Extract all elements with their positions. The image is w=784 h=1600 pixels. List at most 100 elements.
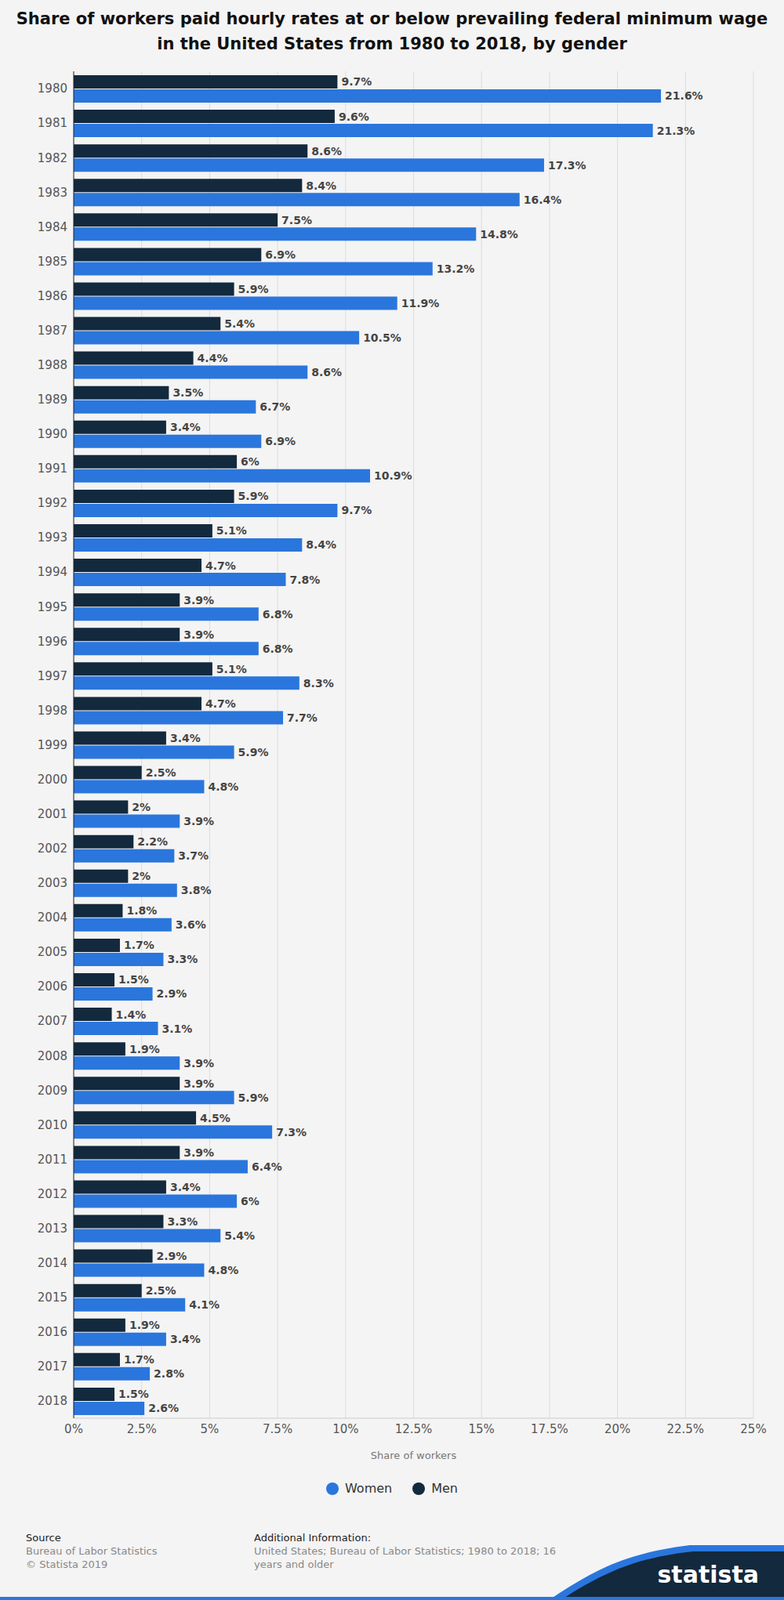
- svg-text:11.9%: 11.9%: [401, 297, 440, 310]
- svg-text:8.3%: 8.3%: [303, 677, 334, 690]
- svg-text:7.3%: 7.3%: [275, 1126, 307, 1140]
- svg-text:2004: 2004: [37, 911, 68, 926]
- svg-text:1992: 1992: [37, 496, 68, 511]
- svg-text:2008: 2008: [37, 1049, 68, 1064]
- svg-text:3.1%: 3.1%: [162, 1023, 193, 1036]
- svg-text:8.6%: 8.6%: [311, 145, 342, 158]
- svg-text:7.8%: 7.8%: [290, 573, 321, 587]
- svg-text:4.5%: 4.5%: [199, 1112, 231, 1126]
- svg-text:3.9%: 3.9%: [183, 1146, 215, 1160]
- svg-text:3.3%: 3.3%: [166, 1215, 198, 1229]
- svg-text:1.7%: 1.7%: [123, 1353, 155, 1367]
- svg-text:4.7%: 4.7%: [205, 697, 236, 711]
- svg-text:1.4%: 1.4%: [116, 1009, 147, 1022]
- svg-text:7.7%: 7.7%: [286, 711, 318, 725]
- svg-text:2%: 2%: [131, 801, 151, 814]
- svg-text:1989: 1989: [37, 392, 68, 407]
- svg-text:6.7%: 6.7%: [259, 400, 291, 414]
- svg-text:1990: 1990: [37, 427, 68, 442]
- svg-text:2.9%: 2.9%: [156, 987, 188, 1001]
- svg-text:1.7%: 1.7%: [123, 939, 155, 952]
- svg-text:5.1%: 5.1%: [216, 663, 247, 676]
- svg-text:5.9%: 5.9%: [238, 283, 269, 296]
- svg-text:3.5%: 3.5%: [172, 386, 204, 400]
- svg-text:8.4%: 8.4%: [305, 179, 337, 193]
- svg-text:5.4%: 5.4%: [224, 1230, 255, 1243]
- svg-text:6.9%: 6.9%: [264, 248, 296, 262]
- svg-text:4.4%: 4.4%: [197, 352, 229, 365]
- svg-text:3.4%: 3.4%: [170, 1181, 201, 1195]
- svg-text:1998: 1998: [37, 704, 68, 719]
- svg-text:0%: 0%: [64, 1422, 84, 1438]
- svg-text:5.9%: 5.9%: [238, 746, 269, 759]
- svg-text:6.8%: 6.8%: [262, 642, 294, 656]
- svg-text:20%: 20%: [604, 1422, 631, 1438]
- svg-text:2012: 2012: [37, 1187, 68, 1202]
- svg-text:Share of workers: Share of workers: [370, 1450, 458, 1463]
- svg-text:1993: 1993: [37, 530, 68, 545]
- svg-text:1.9%: 1.9%: [129, 1319, 160, 1333]
- svg-text:22.5%: 22.5%: [666, 1422, 705, 1438]
- svg-text:3.9%: 3.9%: [183, 815, 215, 828]
- svg-text:2.9%: 2.9%: [156, 1250, 188, 1264]
- svg-text:15%: 15%: [468, 1422, 495, 1438]
- svg-text:3.9%: 3.9%: [183, 1057, 215, 1071]
- svg-text:2%: 2%: [131, 870, 151, 883]
- svg-text:1.5%: 1.5%: [118, 973, 149, 987]
- svg-text:9.6%: 9.6%: [338, 110, 370, 124]
- svg-text:3.9%: 3.9%: [183, 628, 215, 642]
- svg-text:3.8%: 3.8%: [181, 884, 212, 897]
- svg-text:2003: 2003: [37, 876, 68, 891]
- svg-text:3.9%: 3.9%: [183, 1078, 215, 1091]
- svg-text:12.5%: 12.5%: [395, 1422, 433, 1438]
- svg-text:3.9%: 3.9%: [183, 594, 215, 607]
- svg-text:5%: 5%: [200, 1422, 220, 1438]
- svg-text:7.5%: 7.5%: [262, 1422, 293, 1438]
- svg-text:2017: 2017: [37, 1360, 68, 1375]
- svg-text:2007: 2007: [37, 1014, 68, 1029]
- svg-text:2015: 2015: [37, 1291, 68, 1306]
- svg-text:3.6%: 3.6%: [175, 918, 207, 932]
- svg-text:statista: statista: [656, 1561, 759, 1590]
- svg-text:4.1%: 4.1%: [188, 1299, 220, 1312]
- svg-text:13.2%: 13.2%: [436, 262, 476, 276]
- svg-text:2005: 2005: [37, 945, 68, 960]
- svg-text:1984: 1984: [37, 220, 68, 235]
- svg-text:25%: 25%: [740, 1422, 766, 1438]
- svg-text:1981: 1981: [37, 116, 68, 131]
- svg-text:10.9%: 10.9%: [373, 469, 413, 483]
- svg-text:6.4%: 6.4%: [251, 1161, 283, 1174]
- svg-text:17.3%: 17.3%: [548, 159, 587, 172]
- svg-text:2014: 2014: [37, 1256, 68, 1271]
- svg-text:1.9%: 1.9%: [129, 1043, 160, 1057]
- svg-text:1.8%: 1.8%: [126, 904, 157, 918]
- svg-text:3.7%: 3.7%: [177, 849, 209, 863]
- svg-text:17.5%: 17.5%: [530, 1422, 569, 1438]
- svg-text:1996: 1996: [37, 635, 68, 650]
- svg-text:2018: 2018: [37, 1394, 68, 1409]
- svg-text:21.3%: 21.3%: [656, 124, 696, 138]
- svg-text:1982: 1982: [37, 151, 68, 166]
- svg-text:3.4%: 3.4%: [170, 421, 201, 434]
- svg-text:6%: 6%: [240, 455, 260, 469]
- svg-text:1.5%: 1.5%: [118, 1388, 149, 1402]
- svg-text:2.8%: 2.8%: [153, 1368, 185, 1381]
- svg-text:3.4%: 3.4%: [170, 732, 201, 745]
- svg-text:6.8%: 6.8%: [262, 608, 294, 621]
- svg-text:1980: 1980: [37, 81, 68, 96]
- svg-text:9.7%: 9.7%: [341, 504, 372, 517]
- svg-text:2011: 2011: [37, 1153, 68, 1168]
- svg-text:5.1%: 5.1%: [216, 524, 247, 538]
- svg-text:1986: 1986: [37, 289, 68, 304]
- svg-text:5.4%: 5.4%: [224, 317, 255, 331]
- svg-text:2.5%: 2.5%: [145, 1284, 177, 1298]
- svg-text:9.7%: 9.7%: [341, 75, 372, 88]
- svg-text:2002: 2002: [37, 842, 68, 857]
- svg-text:1999: 1999: [37, 738, 68, 753]
- svg-text:1994: 1994: [37, 565, 68, 580]
- svg-text:8.6%: 8.6%: [311, 366, 342, 379]
- svg-text:2001: 2001: [37, 807, 68, 822]
- svg-text:2.6%: 2.6%: [148, 1402, 179, 1416]
- svg-text:2006: 2006: [37, 980, 68, 995]
- svg-text:2.5%: 2.5%: [127, 1422, 157, 1438]
